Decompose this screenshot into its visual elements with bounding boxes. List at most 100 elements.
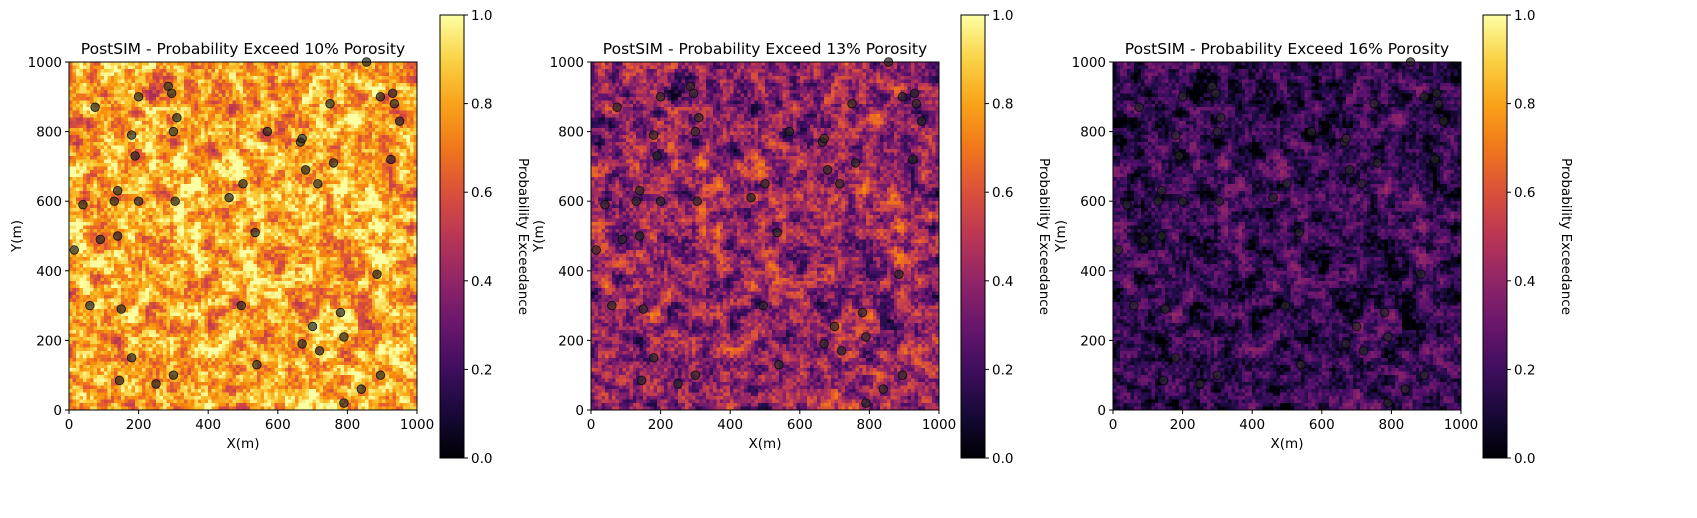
x-tick-label: 600 — [265, 417, 291, 433]
colorbar-tick-label: 0.8 — [471, 97, 492, 113]
well-point — [1123, 200, 1132, 209]
well-point — [237, 301, 246, 310]
well-point — [113, 186, 122, 195]
well-point — [357, 385, 366, 394]
y-tick-label: 0 — [1097, 403, 1106, 419]
well-point — [820, 340, 829, 349]
well-point — [1213, 371, 1222, 380]
x-tick-label: 1000 — [1444, 417, 1478, 433]
well-point — [773, 228, 782, 237]
well-point — [395, 117, 404, 126]
well-point — [110, 197, 119, 206]
colorbar-tick-label: 0.0 — [1514, 451, 1535, 467]
well-point — [858, 308, 867, 317]
y-axis-label: Y(m) — [9, 220, 25, 253]
well-point — [639, 305, 648, 314]
y-tick-label: 0 — [53, 403, 62, 419]
well-point — [674, 380, 683, 389]
well-point — [1211, 89, 1220, 98]
well-point — [251, 228, 260, 237]
well-point — [1384, 333, 1393, 342]
y-tick-label: 800 — [36, 125, 62, 141]
well-point — [127, 131, 136, 140]
well-point — [1175, 152, 1184, 161]
y-tick-label: 200 — [558, 333, 584, 349]
well-point — [301, 166, 310, 175]
y-axis-label: Y(m) — [531, 220, 547, 253]
well-point — [785, 127, 794, 136]
y-tick-label: 200 — [1080, 333, 1106, 349]
well-point — [1373, 159, 1382, 168]
x-tick-label: 800 — [1379, 417, 1405, 433]
well-point — [862, 333, 871, 342]
well-point — [169, 127, 178, 136]
x-axis-label: X(m) — [227, 436, 260, 452]
x-tick-label: 200 — [126, 417, 152, 433]
well-point — [152, 380, 161, 389]
well-point — [1352, 322, 1361, 331]
x-tick-label: 200 — [648, 417, 674, 433]
well-point — [1420, 93, 1429, 102]
well-point — [171, 197, 180, 206]
well-point — [837, 347, 846, 356]
x-axis-label: X(m) — [749, 436, 782, 452]
colorbar-tick-label: 0.0 — [471, 451, 492, 467]
well-point — [1157, 232, 1166, 241]
y-tick-label: 200 — [36, 333, 62, 349]
colorbar-gradient — [1483, 15, 1507, 458]
colorbar-tick-label: 0.2 — [471, 362, 492, 378]
well-point — [167, 89, 176, 98]
well-point — [691, 371, 700, 380]
well-point — [1114, 246, 1123, 255]
y-tick-label: 1000 — [1072, 55, 1106, 71]
well-point — [1370, 99, 1379, 108]
well-point — [315, 347, 324, 356]
well-point — [1420, 371, 1429, 380]
well-point — [656, 197, 665, 206]
well-point — [635, 186, 644, 195]
well-point — [656, 93, 665, 102]
well-point — [1196, 380, 1205, 389]
chart-title: PostSIM - Probability Exceed 13% Porosit… — [603, 40, 927, 58]
y-tick-label: 600 — [1080, 194, 1106, 210]
well-point — [173, 113, 182, 122]
x-tick-label: 600 — [1309, 417, 1335, 433]
x-tick-label: 1000 — [400, 417, 434, 433]
colorbar-tick-label: 0.6 — [992, 185, 1013, 201]
well-point — [601, 200, 610, 209]
well-point — [1342, 340, 1351, 349]
well-point — [127, 354, 136, 363]
x-tick-label: 400 — [717, 417, 743, 433]
well-point — [1140, 235, 1149, 244]
well-point — [1434, 99, 1443, 108]
well-point — [836, 180, 845, 189]
well-point — [340, 399, 349, 408]
x-tick-label: 0 — [587, 417, 596, 433]
x-tick-label: 600 — [787, 417, 813, 433]
well-point — [820, 134, 829, 143]
well-point — [689, 89, 698, 98]
well-point — [1171, 354, 1180, 363]
well-point — [1342, 134, 1351, 143]
well-point — [1157, 186, 1166, 195]
well-point — [1135, 103, 1144, 112]
x-tick-label: 0 — [65, 417, 74, 433]
well-point — [637, 376, 646, 385]
well-point — [1217, 113, 1226, 122]
well-point — [618, 235, 627, 244]
well-point — [1307, 127, 1316, 136]
well-point — [131, 152, 140, 161]
y-tick-label: 800 — [1080, 125, 1106, 141]
y-tick-label: 800 — [558, 125, 584, 141]
well-point — [775, 360, 784, 369]
well-point — [1161, 305, 1170, 314]
well-point — [263, 127, 272, 136]
y-tick-label: 1000 — [550, 55, 584, 71]
y-tick-label: 600 — [558, 194, 584, 210]
well-point — [635, 232, 644, 241]
well-point — [70, 246, 79, 255]
x-tick-label: 800 — [857, 417, 883, 433]
well-point — [329, 159, 338, 168]
x-tick-label: 400 — [195, 417, 221, 433]
